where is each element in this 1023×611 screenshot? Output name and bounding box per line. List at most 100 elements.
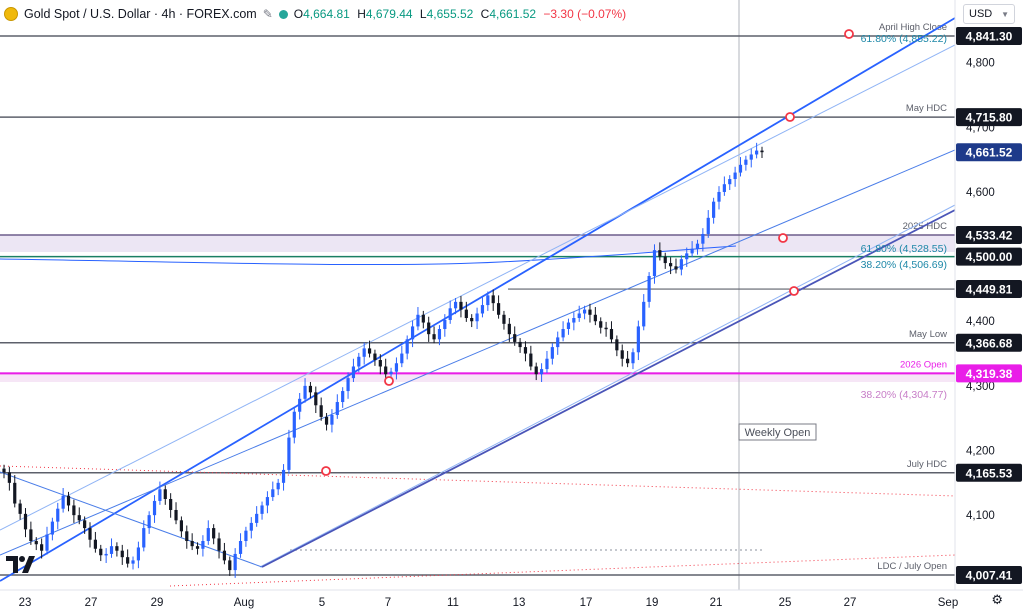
price-tag: [956, 108, 1022, 127]
candle-body: [744, 159, 748, 165]
candle-body: [201, 541, 205, 549]
pivot-marker: [785, 112, 795, 122]
price-tag-label: 4,715.80: [966, 111, 1013, 125]
x-tick-label: 25: [779, 597, 792, 609]
x-tick-label: Sep: [938, 597, 958, 609]
candle-body: [674, 266, 678, 270]
candle-body: [647, 275, 651, 302]
price-tag: [956, 247, 1022, 266]
weekly-open-label: Weekly Open: [745, 427, 811, 439]
level-label: 2026 Open: [900, 359, 947, 370]
candle-body: [50, 521, 54, 535]
x-tick-label: 19: [646, 597, 659, 609]
y-tick-label: 4,800: [966, 58, 995, 70]
currency-label: USD: [969, 8, 993, 20]
level-label: July HDC: [907, 459, 947, 470]
gear-icon[interactable]: ⚙: [991, 592, 1003, 607]
candle-body: [142, 528, 146, 548]
edit-icon[interactable]: ✎: [262, 7, 273, 21]
candle-body: [126, 557, 130, 564]
fib-label: 61.80% (4,855.22): [861, 33, 947, 45]
candle-body: [233, 553, 237, 571]
candle-body: [717, 191, 721, 202]
candle-body: [663, 256, 667, 264]
x-tick-label: 29: [151, 597, 164, 609]
y-tick-label: 4,300: [966, 381, 995, 393]
y-tick-label: 4,200: [966, 446, 995, 458]
weekly-open-annotation: Weekly Open: [738, 423, 817, 441]
candle-body: [287, 437, 291, 470]
candle-body: [712, 201, 716, 218]
candle-body: [389, 371, 393, 375]
candle-body: [652, 250, 657, 276]
candle-body: [427, 322, 431, 335]
candle-body: [244, 530, 248, 542]
x-tick-label: 17: [580, 597, 593, 609]
dotted-trendline: [169, 554, 955, 587]
pivot-marker: [384, 376, 394, 386]
fib-label: 61.80% (4,528.55): [861, 243, 947, 255]
candle-body: [341, 391, 345, 403]
high-value: 4,679.44: [365, 7, 413, 21]
candle-body: [88, 528, 92, 540]
moving-average-line: [0, 245, 737, 266]
candle-body: [604, 327, 608, 330]
currency-select[interactable]: USD ▼: [963, 4, 1015, 24]
candle-body: [228, 560, 232, 571]
candle-body: [400, 353, 404, 364]
chart-header: Gold Spot / U.S. Dollar · 4h · FOREX.com…: [4, 4, 626, 24]
price-tag-label: 4,007.41: [966, 569, 1013, 583]
x-tick-label: 7: [385, 597, 391, 609]
candle-body: [669, 263, 673, 267]
candle-body: [448, 308, 452, 320]
candle-body: [378, 360, 382, 367]
price-tag-label: 4,841.30: [966, 30, 1013, 44]
candle-body: [255, 513, 259, 523]
low-value: 4,655.52: [426, 7, 474, 21]
candle-body: [534, 366, 538, 375]
candle-body: [34, 541, 38, 545]
candle-body: [83, 520, 87, 529]
price-tag: [956, 226, 1022, 245]
open-value: 4,664.81: [303, 7, 350, 21]
candle-body: [572, 318, 576, 323]
channel-upper: [0, 17, 955, 582]
candle-body: [701, 233, 705, 244]
candle-body: [738, 164, 743, 173]
candle-body: [609, 328, 614, 340]
candle-body: [158, 489, 162, 501]
candle-body: [706, 217, 710, 234]
candle-body: [626, 358, 630, 364]
price-tag-label: 4,449.81: [966, 283, 1013, 297]
x-tick-label: 11: [447, 597, 459, 609]
candle-body: [2, 468, 6, 473]
candle-body: [459, 301, 463, 310]
dotted-trendline: [0, 465, 955, 497]
candle-body: [685, 253, 689, 260]
x-tick-label: Aug: [234, 597, 254, 609]
candle-body: [249, 522, 253, 531]
fib-label: 38.20% (4,506.69): [861, 259, 947, 271]
price-scale[interactable]: 4,1004,2004,3004,4004,5004,6004,7004,800…: [954, 0, 1022, 590]
candle-body: [308, 385, 313, 393]
candle-body: [496, 303, 501, 315]
candle-body: [690, 248, 694, 254]
last-price-label: 4,661.52: [966, 146, 1013, 160]
candle-body: [513, 334, 517, 342]
candle-body: [405, 339, 409, 354]
candle-body: [212, 528, 216, 539]
close-value: 4,661.52: [489, 7, 537, 21]
symbol-title[interactable]: Gold Spot / U.S. Dollar · 4h · FOREX.com: [24, 7, 257, 21]
candle-body: [507, 323, 511, 335]
x-tick-label: 13: [513, 597, 526, 609]
time-scale[interactable]: 23 27 29 Aug 5 7 11 13 17 19 21 25 27 Sep: [0, 589, 1023, 609]
candle-body: [367, 348, 372, 354]
candle-body: [298, 398, 302, 412]
candle-body: [265, 497, 270, 506]
candle-body: [136, 547, 140, 561]
candle-body: [588, 309, 592, 315]
candle-body: [163, 489, 167, 499]
candle-body: [29, 529, 33, 542]
